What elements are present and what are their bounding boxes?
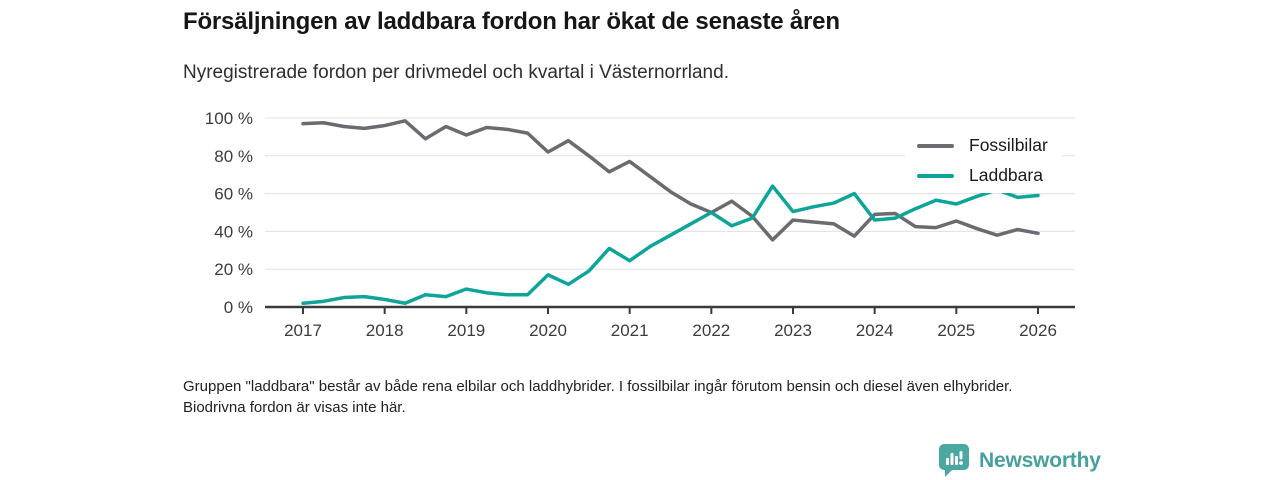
x-tick-label: 2024: [856, 321, 894, 340]
y-tick-label: 100 %: [205, 109, 253, 128]
chart-legend: Fossilbilar Laddbara: [905, 128, 1062, 193]
x-tick-label: 2022: [692, 321, 730, 340]
series-line-laddbara: [301, 184, 1040, 305]
newsworthy-logo[interactable]: Newsworthy: [938, 443, 1101, 478]
brand-name: Newsworthy: [979, 448, 1101, 472]
y-tick-label: 80 %: [214, 147, 253, 166]
x-tick-label: 2017: [284, 321, 322, 340]
page-title: Försäljningen av laddbara fordon har öka…: [183, 8, 840, 35]
y-tick-label: 0 %: [224, 298, 253, 317]
x-tick-label: 2019: [447, 321, 485, 340]
legend-label-fossilbilar: Fossilbilar: [969, 135, 1048, 155]
legend-label-laddbara: Laddbara: [969, 165, 1043, 185]
x-tick-label: 2021: [611, 321, 649, 340]
x-tick-label: 2023: [774, 321, 812, 340]
x-tick-label: 2018: [366, 321, 404, 340]
series-line-fossilbilar: [301, 119, 1040, 242]
chart-footnote: Gruppen "laddbara" består av både rena e…: [183, 378, 1013, 416]
bar-chart-badge-icon: [939, 444, 969, 477]
y-tick-label: 20 %: [214, 260, 253, 279]
y-tick-label: 40 %: [214, 222, 253, 241]
y-tick-label: 60 %: [214, 185, 253, 204]
x-tick-label: 2025: [937, 321, 975, 340]
chart-subtitle: Nyregistrerade fordon per drivmedel och …: [183, 62, 729, 83]
legend-item-laddbara: Laddbara: [917, 165, 1048, 186]
x-tick-label: 2026: [1019, 321, 1057, 340]
x-tick-label: 2020: [529, 321, 567, 340]
laddbara-line-swatch: [917, 173, 954, 178]
legend-item-fossilbilar: Fossilbilar: [917, 135, 1048, 156]
fossilbilar-line-swatch: [917, 143, 954, 148]
